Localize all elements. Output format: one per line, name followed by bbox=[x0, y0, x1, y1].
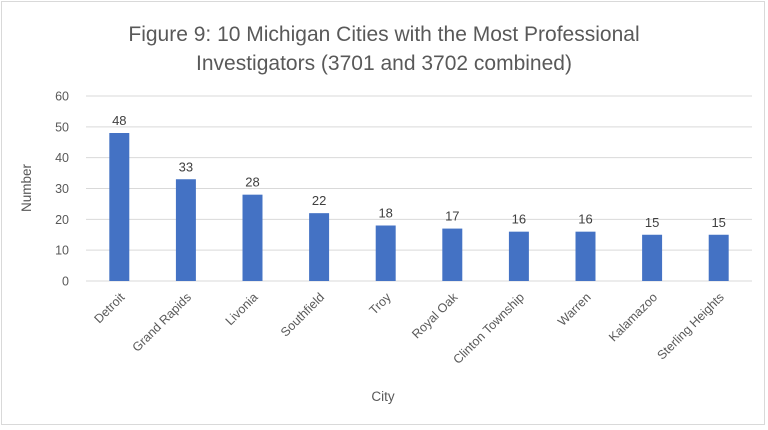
data-label: 16 bbox=[578, 212, 592, 227]
bar bbox=[642, 234, 663, 281]
x-axis-ticks: Detroit Grand Rapids Livonia Southfield Troy… bbox=[91, 290, 726, 367]
data-label: 15 bbox=[645, 215, 659, 230]
data-label: 33 bbox=[179, 159, 193, 174]
data-label: 15 bbox=[711, 215, 725, 230]
x-tick-label: Warren bbox=[555, 290, 594, 329]
x-tick-label: Grand Rapids bbox=[130, 290, 194, 354]
y-tick-label: 10 bbox=[55, 244, 69, 258]
chart-title-line-1: Figure 9: 10 Michigan Cities with the Mo… bbox=[128, 23, 639, 46]
y-axis-title: Number bbox=[19, 163, 34, 212]
y-axis-ticks: 0 10 20 30 40 50 60 bbox=[55, 90, 69, 289]
x-tick-label: Sterling Heights bbox=[655, 290, 727, 362]
bar bbox=[575, 231, 596, 281]
bar bbox=[375, 225, 396, 281]
data-labels: 48 33 28 22 18 17 16 16 15 15 bbox=[112, 113, 726, 230]
x-tick-label: Kalamazoo bbox=[606, 290, 660, 344]
x-axis-title: City bbox=[371, 389, 394, 404]
bar bbox=[242, 194, 263, 281]
x-tick-label: Troy bbox=[367, 290, 395, 318]
data-label: 18 bbox=[378, 206, 392, 221]
x-tick-label: Southfield bbox=[278, 290, 327, 339]
bar bbox=[175, 179, 196, 281]
y-tick-label: 60 bbox=[55, 90, 69, 104]
bar bbox=[309, 213, 330, 281]
bar bbox=[442, 228, 463, 281]
x-tick-label: Royal Oak bbox=[409, 290, 461, 342]
x-tick-label: Livonia bbox=[223, 290, 261, 328]
bar bbox=[109, 133, 130, 281]
data-label: 22 bbox=[312, 193, 326, 208]
data-label: 48 bbox=[112, 113, 126, 128]
y-tick-label: 50 bbox=[55, 120, 69, 134]
y-tick-label: 40 bbox=[55, 151, 69, 165]
chart-title: Figure 9: 10 Michigan Cities with the Mo… bbox=[128, 23, 639, 75]
chart-title-line-2: Investigators (3701 and 3702 combined) bbox=[196, 52, 572, 75]
data-label: 16 bbox=[512, 212, 526, 227]
bar bbox=[708, 234, 729, 281]
y-tick-label: 20 bbox=[55, 213, 69, 227]
data-label: 28 bbox=[245, 175, 259, 190]
x-tick-label: Clinton Township bbox=[450, 290, 527, 367]
y-tick-label: 30 bbox=[55, 182, 69, 196]
y-tick-label: 0 bbox=[62, 275, 69, 289]
bars bbox=[109, 133, 729, 281]
bar bbox=[508, 231, 529, 281]
gridlines bbox=[86, 95, 752, 282]
x-tick-label: Detroit bbox=[91, 290, 127, 326]
data-label: 17 bbox=[445, 209, 459, 224]
